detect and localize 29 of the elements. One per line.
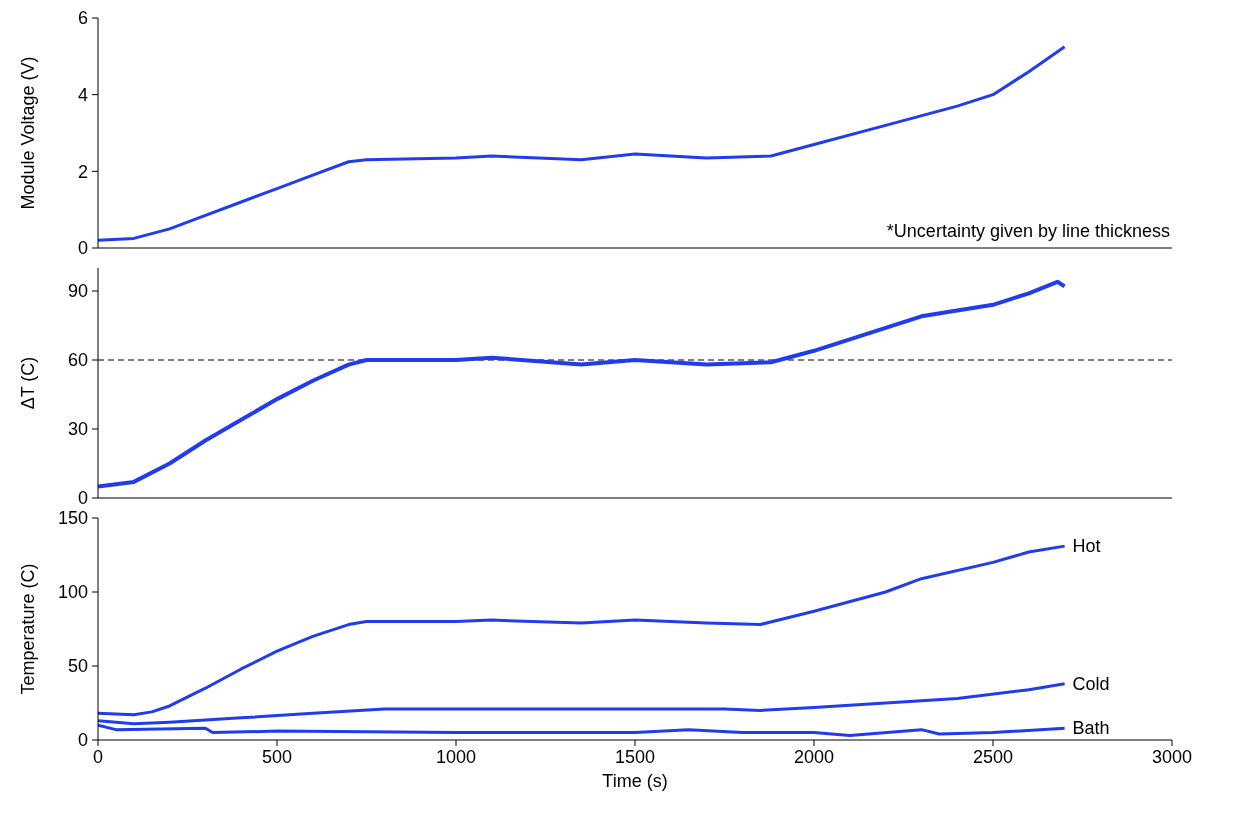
y-tick-label: 0 <box>77 238 88 259</box>
x-axis-title: Time (s) <box>602 770 668 791</box>
series-label: Bath <box>1072 718 1110 739</box>
y-tick-label: 6 <box>77 8 88 29</box>
y-tick-label: 90 <box>67 281 88 302</box>
x-tick-label: 500 <box>261 746 293 767</box>
y-tick-label: 0 <box>77 488 88 509</box>
x-tick-label: 1500 <box>614 746 656 767</box>
y-tick-label: 30 <box>67 419 88 440</box>
y-tick-label: 4 <box>77 85 88 106</box>
line-series <box>98 279 1067 489</box>
y-axis-title: ΔT (C) <box>18 356 39 410</box>
y-tick-label: 100 <box>57 582 88 603</box>
x-tick-label: 2000 <box>793 746 835 767</box>
y-axis-title: Temperature (C) <box>18 563 39 695</box>
annotation: *Uncertainty given by line thickness <box>886 221 1170 242</box>
y-tick-label: 0 <box>77 730 88 751</box>
series-label: Cold <box>1072 673 1110 694</box>
x-tick-label: 3000 <box>1151 746 1193 767</box>
y-tick-label: 50 <box>67 656 88 677</box>
x-tick-label: 0 <box>92 746 104 767</box>
x-tick-label: 1000 <box>435 746 477 767</box>
series-label: Hot <box>1072 536 1101 557</box>
y-tick-label: 150 <box>57 508 88 529</box>
y-tick-label: 2 <box>77 161 88 182</box>
line-series <box>98 544 1067 717</box>
x-tick-label: 2500 <box>972 746 1014 767</box>
y-tick-label: 60 <box>67 350 88 371</box>
y-axis-title: Module Voltage (V) <box>18 56 39 210</box>
